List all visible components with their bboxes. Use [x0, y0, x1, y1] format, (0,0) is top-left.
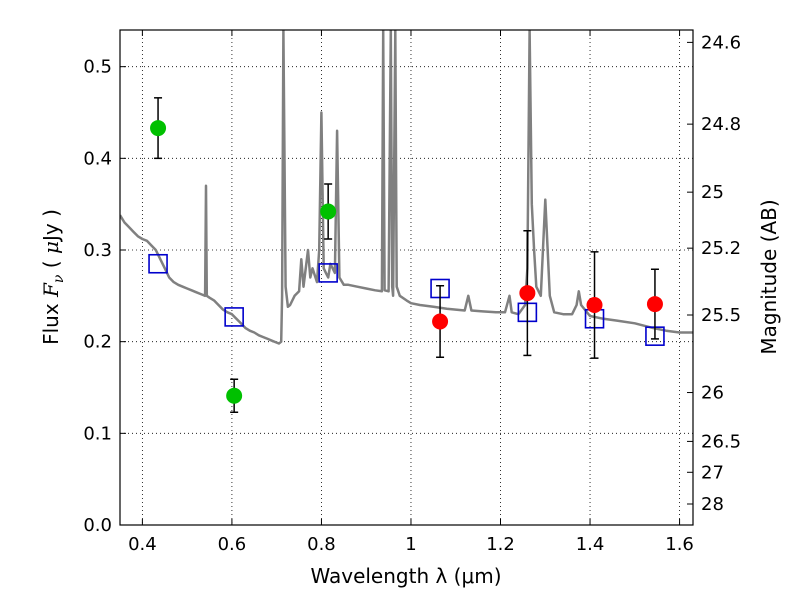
x-axis-title: Wavelength λ (μm): [310, 564, 501, 588]
observed-flux-point: [226, 387, 243, 404]
x-tick-label: 1.6: [665, 534, 694, 555]
spectrum-layer: [120, 30, 693, 345]
observed-flux-point: [432, 313, 449, 330]
y2-tick-label: 24.6: [701, 32, 741, 53]
y-tick-label: 0.0: [83, 515, 112, 536]
marker-layer: [148, 97, 665, 413]
svg-text:Flux Fν ( μJy ): Flux Fν ( μJy ): [39, 209, 67, 345]
observed-flux-point: [150, 120, 167, 137]
observed-flux-point: [519, 285, 536, 302]
y2-axis-title: Magnitude (AB): [757, 199, 781, 354]
model-flux-square: [318, 263, 338, 283]
grid-lines: [120, 30, 693, 526]
y-axis-title: Flux Fν ( μJy ): [39, 209, 67, 345]
y-tick-label: 0.1: [83, 423, 112, 444]
y2-tick-label: 26.5: [701, 431, 741, 452]
plot-frame: [119, 29, 694, 526]
y-tick-label: 0.5: [83, 57, 112, 78]
x-tick-label: 1: [405, 534, 416, 555]
model-spectrum-line: [120, 30, 693, 345]
x-tick-label: 1.2: [486, 534, 515, 555]
observed-flux-point: [320, 203, 337, 220]
model-flux-square: [148, 253, 168, 274]
y2-tick-label: 26: [701, 383, 724, 404]
y-tick-label: 0.3: [83, 240, 112, 261]
y2-tick-label: 24.8: [701, 114, 741, 135]
observed-flux-point: [646, 296, 663, 313]
x-tick-label: 0.8: [307, 534, 336, 555]
y-tick-label: 0.2: [83, 332, 112, 353]
observed-flux-point: [586, 297, 603, 313]
x-tick-label: 0.6: [218, 534, 247, 555]
y-tick-label: 0.4: [83, 148, 112, 169]
y2-tick-label: 27: [701, 462, 724, 483]
y2-tick-label: 25.2: [701, 238, 741, 259]
y2-tick-label: 25: [701, 182, 724, 203]
y2-tick-label: 25.5: [701, 305, 741, 326]
model-flux-square: [224, 307, 244, 327]
x-tick-label: 1.4: [576, 534, 605, 555]
x-tick-label: 0.4: [128, 534, 157, 555]
y2-tick-label: 28: [701, 494, 724, 515]
tick-layer: 0.4 0.6 0.8 1 1.2 1.4 1.6 0.0 0.1 0.2 0.3 0.4 0.5 24.…: [83, 30, 741, 555]
